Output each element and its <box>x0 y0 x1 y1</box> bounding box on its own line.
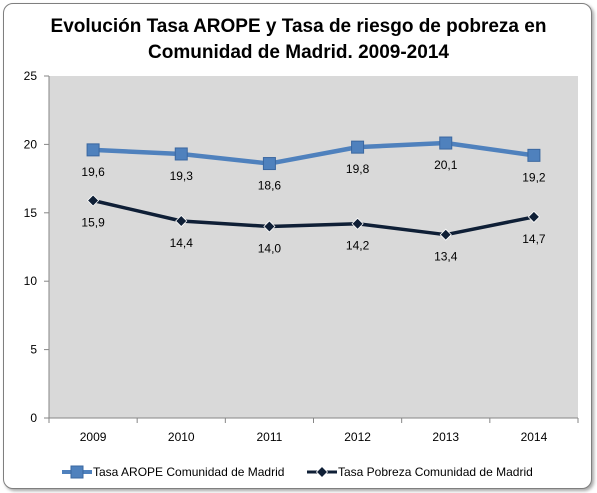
y-tick-label: 0 <box>30 411 37 425</box>
legend-marker <box>315 465 329 479</box>
data-label: 19,8 <box>346 162 370 176</box>
data-label: 14,4 <box>170 236 194 250</box>
data-label: 19,6 <box>81 165 105 179</box>
data-label: 20,1 <box>434 158 458 172</box>
series-arope: 19,6 19,3 18,6 19,8 20,1 19,2 <box>81 136 546 193</box>
data-point <box>351 140 365 154</box>
x-tick-label: 2011 <box>257 430 283 444</box>
data-label: 13,4 <box>434 250 458 264</box>
data-point <box>174 147 188 161</box>
legend-item: Tasa AROPE Comunidad de Madrid <box>62 465 284 479</box>
plot-area <box>49 76 578 418</box>
y-tick-label: 5 <box>30 343 37 357</box>
x-tick-label: 2013 <box>432 430 459 444</box>
y-tick-label: 20 <box>24 137 38 151</box>
data-point <box>351 217 364 230</box>
data-label: 18,6 <box>258 179 282 193</box>
data-point <box>87 194 100 207</box>
y-tick-label: 25 <box>24 69 38 83</box>
series-pobreza: 15,9 14,4 14,0 14,2 13,4 14,7 <box>81 194 546 264</box>
data-point <box>263 220 276 233</box>
data-point <box>262 157 276 171</box>
chart-title: Evolución Tasa AROPE y Tasa de riesgo de… <box>0 14 597 66</box>
data-label: 19,3 <box>170 169 194 183</box>
data-point <box>439 228 452 241</box>
data-point <box>86 143 100 157</box>
x-tick-label: 2012 <box>344 430 371 444</box>
x-tick-label: 2009 <box>80 430 107 444</box>
data-point <box>439 136 453 150</box>
x-tick-label: 2010 <box>168 430 195 444</box>
data-label: 15,9 <box>81 215 105 229</box>
chart-title-line-2: Comunidad de Madrid. 2009-2014 <box>148 42 449 63</box>
legend: Tasa AROPE Comunidad de Madrid Tasa Pobre… <box>62 465 533 479</box>
legend-label: Tasa AROPE Comunidad de Madrid <box>93 465 284 479</box>
data-label: 14,0 <box>258 241 282 255</box>
y-tick-label: 10 <box>24 274 38 288</box>
legend-item: Tasa Pobreza Comunidad de Madrid <box>307 465 533 479</box>
data-label: 19,2 <box>522 170 546 184</box>
legend-marker <box>70 465 84 479</box>
series-line <box>92 140 535 166</box>
x-tick-label: 2014 <box>521 430 548 444</box>
y-tick-label: 15 <box>24 206 38 220</box>
data-point <box>175 214 188 228</box>
data-point <box>527 210 540 223</box>
data-label: 14,2 <box>346 239 370 253</box>
chart-title-line-1: Evolución Tasa AROPE y Tasa de riesgo de… <box>50 16 547 37</box>
data-point <box>527 148 541 162</box>
series-line <box>92 198 535 237</box>
legend-label: Tasa Pobreza Comunidad de Madrid <box>338 465 533 479</box>
data-label: 14,7 <box>522 232 546 246</box>
